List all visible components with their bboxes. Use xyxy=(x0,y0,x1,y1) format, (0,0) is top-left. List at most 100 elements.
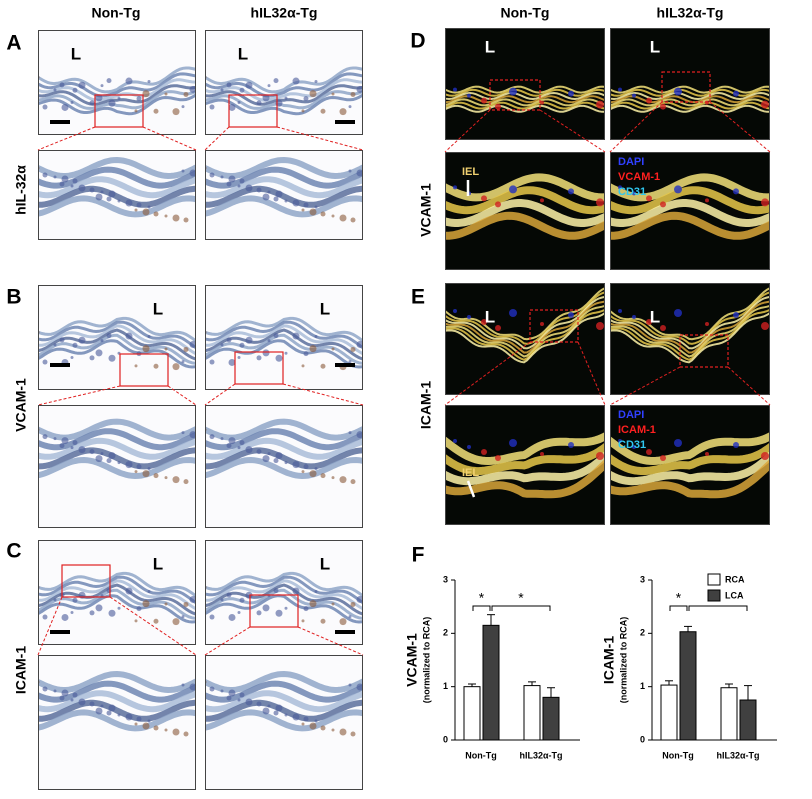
cell-stain xyxy=(106,710,112,716)
cell-stain xyxy=(596,322,604,330)
tissue-fiber xyxy=(610,88,770,97)
tissue-fiber xyxy=(445,442,605,476)
cell-stain xyxy=(540,322,544,326)
cell-stain xyxy=(348,615,352,619)
tissue-fiber xyxy=(445,304,605,358)
cell-stain xyxy=(89,449,95,455)
cell-stain xyxy=(350,731,356,737)
tissue-fiber xyxy=(38,418,196,441)
cell-stain xyxy=(53,437,57,441)
cell-stain xyxy=(78,698,86,706)
cell-stain xyxy=(481,195,487,202)
cell-stain xyxy=(256,610,262,616)
tissue-fiber xyxy=(38,324,196,356)
tissue-fiber xyxy=(38,447,196,470)
cell-stain xyxy=(183,731,189,737)
tissue-fiber xyxy=(445,104,605,113)
cell-stain xyxy=(284,96,288,100)
stain-legend: DAPI xyxy=(618,409,644,421)
zoom-line xyxy=(204,626,251,656)
cell-stain xyxy=(108,704,116,712)
tissue-fiber xyxy=(610,287,770,341)
cell-stain xyxy=(331,476,335,480)
tissue-fiber xyxy=(38,437,196,460)
zoom-line xyxy=(37,126,96,151)
zoom-line xyxy=(709,101,771,153)
cell-stain xyxy=(189,683,196,691)
legend-label: LCA xyxy=(725,590,744,600)
cell-stain xyxy=(142,90,150,98)
cell-stain xyxy=(495,103,501,110)
tissue-fiber xyxy=(38,93,196,116)
legend-swatch xyxy=(707,573,721,586)
cell-stain xyxy=(356,169,363,177)
cell-stain xyxy=(78,336,86,344)
cell-stain xyxy=(136,606,142,612)
cell-stain xyxy=(453,309,457,313)
tissue-fiber xyxy=(205,456,363,480)
tissue-fiber xyxy=(610,304,770,358)
cell-stain xyxy=(331,602,335,606)
cell-stain xyxy=(70,446,74,450)
cell-stain xyxy=(189,169,196,177)
cell-stain xyxy=(761,322,769,330)
tissue-fiber xyxy=(610,91,770,101)
cell-stain xyxy=(320,473,326,479)
tissue-fiber xyxy=(205,571,363,598)
tissue-fiber xyxy=(445,295,605,350)
cell-stain xyxy=(95,94,103,102)
tissue-fiber xyxy=(445,91,605,101)
micrograph xyxy=(38,30,196,135)
lumen-label: L xyxy=(650,37,660,56)
cell-stain xyxy=(348,169,352,173)
stain-legend: ICAM-1 xyxy=(618,424,656,436)
cell-stain xyxy=(596,198,604,207)
cell-stain xyxy=(72,440,78,446)
cell-stain xyxy=(660,103,666,110)
cell-stain xyxy=(183,91,189,97)
cell-stain xyxy=(153,108,159,114)
tissue-fiber xyxy=(205,66,363,94)
cell-stain xyxy=(89,701,95,707)
cell-stain xyxy=(568,312,574,318)
cell-stain xyxy=(134,364,138,368)
cell-stain xyxy=(674,309,682,317)
tissue-fiber xyxy=(205,418,363,441)
image-border xyxy=(610,28,770,140)
cell-stain xyxy=(267,339,271,343)
cell-stain xyxy=(267,452,271,456)
cell-stain xyxy=(314,589,318,593)
cell-stain xyxy=(53,343,57,347)
cell-stain xyxy=(467,93,471,98)
cell-stain xyxy=(761,198,769,207)
image-border xyxy=(445,283,605,395)
cell-stain xyxy=(181,431,185,435)
tissue-fiber xyxy=(38,699,196,722)
cell-stain xyxy=(164,214,168,218)
cell-stain xyxy=(78,81,86,89)
cell-stain xyxy=(78,184,86,192)
tissue-fiber xyxy=(38,690,196,713)
tissue-fiber xyxy=(38,195,196,218)
cell-stain xyxy=(147,205,151,209)
image-border xyxy=(445,152,605,270)
cell-stain xyxy=(618,87,622,92)
cell-stain xyxy=(568,188,574,195)
lumen-label: L xyxy=(153,554,163,573)
cell-stain xyxy=(301,109,305,113)
image-border xyxy=(38,150,196,240)
cell-stain xyxy=(320,618,326,624)
cell-stain xyxy=(136,464,142,470)
tissue-fiber xyxy=(610,98,770,107)
significance-bracket xyxy=(669,605,688,611)
bar xyxy=(679,631,697,741)
cell-stain xyxy=(350,91,356,97)
cell-stain xyxy=(481,449,487,455)
cell-stain xyxy=(226,695,232,701)
cell-stain xyxy=(237,610,241,614)
cell-stain xyxy=(275,354,283,362)
cell-stain xyxy=(42,434,48,440)
lumen-label: L xyxy=(71,44,81,63)
cell-stain xyxy=(350,479,356,485)
cell-stain xyxy=(209,686,215,692)
